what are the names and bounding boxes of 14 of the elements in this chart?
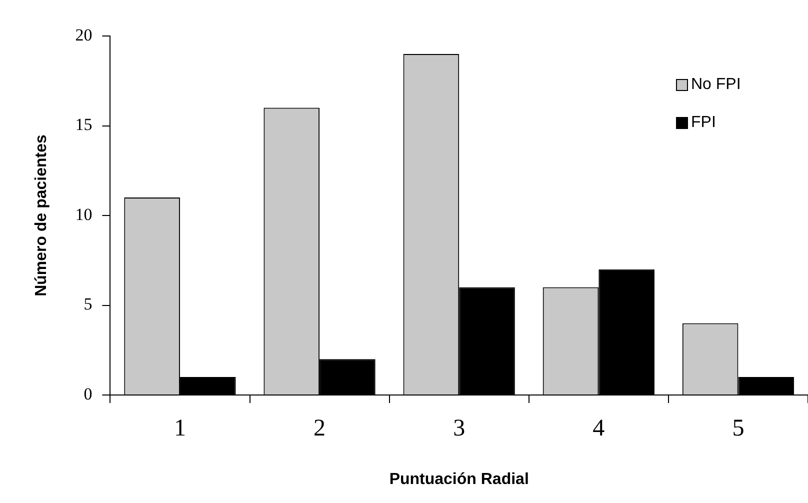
x-tick-label: 4 <box>592 416 605 442</box>
y-tick-label: 20 <box>75 25 92 44</box>
y-tick-label: 10 <box>75 204 92 224</box>
x-tick-label: 5 <box>732 416 744 442</box>
x-tick-label: 3 <box>453 416 466 442</box>
x-axis-title: Puntuación Radial <box>389 470 529 488</box>
y-tick-label: 0 <box>84 384 92 404</box>
x-tick-label: 1 <box>174 416 186 442</box>
legend-label: No FPI <box>691 76 741 94</box>
legend-label: FPI <box>691 114 716 132</box>
y-axis-title: Número de pacientes <box>33 134 50 296</box>
x-tick-label: 2 <box>314 416 326 442</box>
y-tick-label: 5 <box>84 294 92 314</box>
y-tick-label: 15 <box>75 115 92 134</box>
